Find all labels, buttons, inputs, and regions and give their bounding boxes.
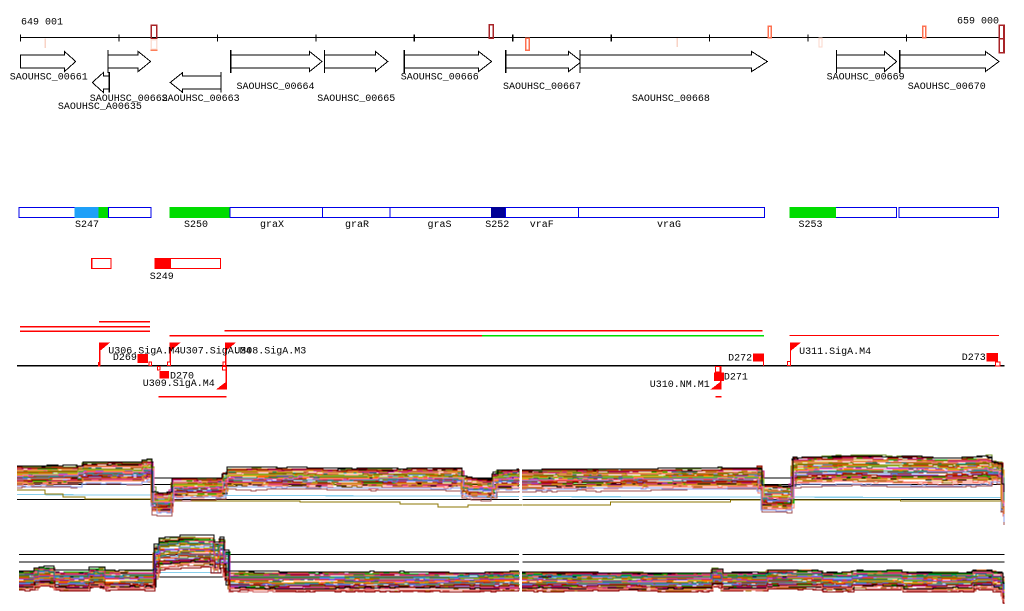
svg-text:D269: D269	[113, 353, 137, 364]
svg-text:U311.SigA.M4: U311.SigA.M4	[799, 346, 871, 358]
svg-text:D272: D272	[728, 353, 752, 364]
svg-text:graR: graR	[345, 220, 369, 231]
svg-text:D270: D270	[170, 371, 194, 382]
svg-text:graX: graX	[260, 220, 284, 231]
svg-text:659 000: 659 000	[957, 17, 999, 28]
svg-text:U308.SigA.M3: U308.SigA.M3	[234, 346, 306, 358]
svg-text:SAOUHSC_00665: SAOUHSC_00665	[317, 94, 395, 105]
svg-text:graS: graS	[428, 220, 452, 231]
svg-text:U310.NM.M1: U310.NM.M1	[650, 380, 710, 391]
svg-text:U309.SigA.M4: U309.SigA.M4	[143, 378, 215, 390]
svg-text:SAOUHSC_00668: SAOUHSC_00668	[632, 94, 710, 105]
svg-text:SAOUHSC_00666: SAOUHSC_00666	[401, 73, 479, 84]
svg-text:S250: S250	[184, 220, 208, 231]
svg-text:S253: S253	[799, 220, 823, 231]
svg-text:649 001: 649 001	[21, 18, 63, 29]
svg-text:D271: D271	[724, 372, 748, 383]
svg-text:SAOUHSC_00662: SAOUHSC_00662	[90, 94, 168, 105]
svg-text:S249: S249	[150, 272, 174, 283]
svg-text:S252: S252	[485, 220, 509, 231]
svg-text:U306.SigA.M4: U306.SigA.M4	[108, 346, 180, 358]
svg-text:vraG: vraG	[657, 220, 681, 231]
svg-text:SAOUHSC_00670: SAOUHSC_00670	[908, 82, 986, 93]
svg-text:vraF: vraF	[530, 220, 554, 231]
svg-text:SAOUHSC_00664: SAOUHSC_00664	[237, 82, 315, 93]
svg-text:D273: D273	[962, 353, 986, 364]
svg-text:SAOUHSC_00667: SAOUHSC_00667	[503, 82, 581, 93]
svg-text:U307.SigA.M4: U307.SigA.M4	[180, 346, 252, 358]
svg-text:SAOUHSC_00661: SAOUHSC_00661	[10, 73, 88, 84]
svg-text:SAOUHSC_A00635: SAOUHSC_A00635	[58, 102, 142, 113]
svg-text:S247: S247	[75, 220, 99, 231]
svg-text:SAOUHSC_00663: SAOUHSC_00663	[162, 94, 240, 105]
svg-text:SAOUHSC_00669: SAOUHSC_00669	[827, 73, 905, 84]
